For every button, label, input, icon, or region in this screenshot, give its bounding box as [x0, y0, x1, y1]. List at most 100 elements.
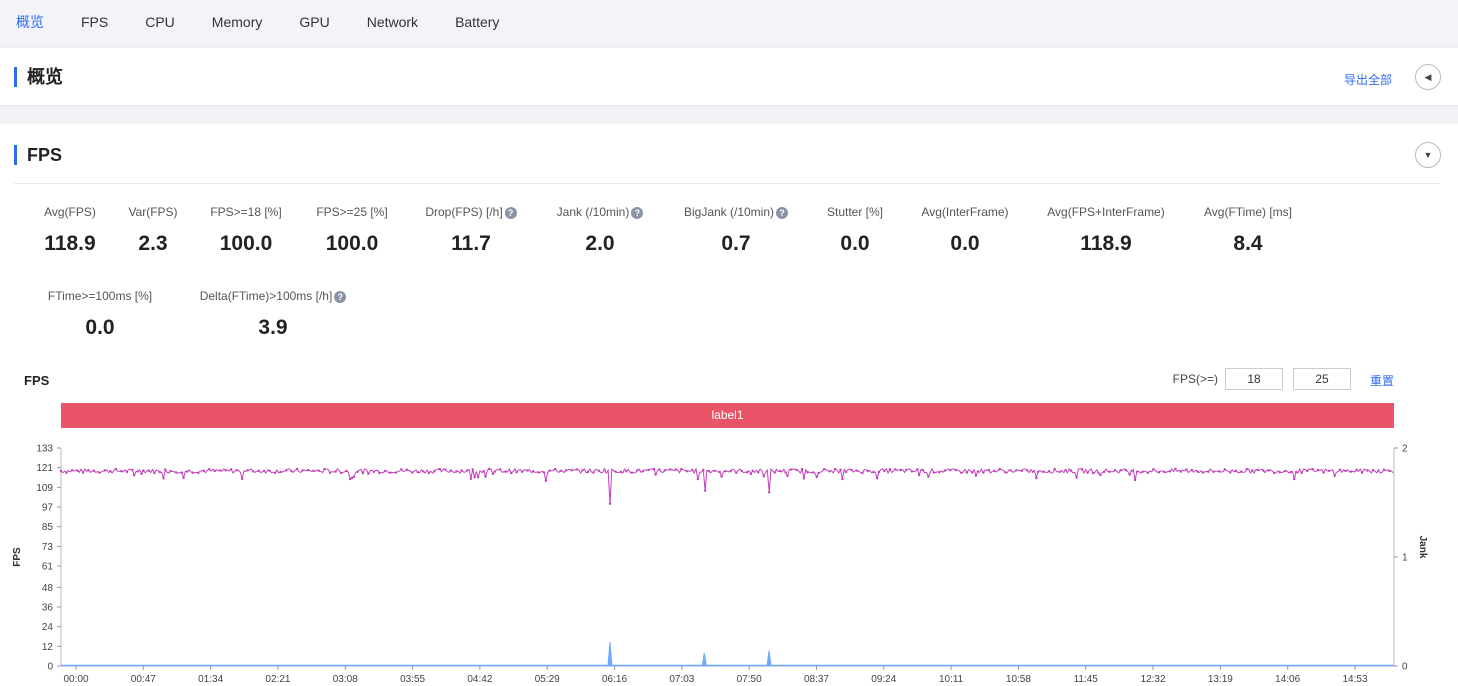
fps-point — [713, 469, 716, 472]
fps-point — [778, 469, 782, 473]
fps-point — [510, 471, 513, 475]
fps-point — [542, 471, 546, 474]
tab-network[interactable]: Network — [366, 14, 419, 30]
collapse-button[interactable]: ◀ — [1415, 64, 1441, 90]
fps-point — [855, 469, 859, 472]
fps-point — [262, 469, 266, 473]
fps-point — [729, 469, 732, 473]
x-tick-label: 00:47 — [131, 674, 156, 685]
fps-point — [142, 469, 145, 472]
fps-point — [1212, 470, 1216, 473]
fps-point — [1135, 470, 1139, 473]
fps-point — [570, 469, 573, 472]
metric-label-text: Avg(FTime) [ms] — [1203, 205, 1292, 219]
fps-point — [839, 468, 842, 471]
fps-point — [1218, 470, 1221, 473]
fps-point — [241, 477, 244, 481]
fps-point — [1327, 469, 1331, 472]
question-circle-icon[interactable]: ? — [776, 206, 789, 219]
fps-point — [850, 468, 853, 472]
fps-point — [422, 470, 425, 473]
tab-gpu[interactable]: GPU — [299, 14, 330, 30]
fps-point — [268, 469, 271, 472]
fps-point — [1273, 471, 1276, 475]
question-circle-icon[interactable]: ? — [504, 206, 517, 219]
fps-point — [180, 471, 183, 474]
fps-point — [1278, 471, 1281, 474]
fps-point — [411, 471, 414, 474]
fps-point — [702, 468, 705, 472]
expand-button[interactable]: ▼ — [1415, 142, 1441, 168]
metric-value: 100.0 — [325, 232, 379, 255]
metric-label: Jank (/10min)? — [520, 205, 680, 219]
fps-threshold-input-2[interactable] — [1293, 368, 1351, 390]
metric-ftime-100ms: FTime>=100ms [%] 0.0 — [20, 289, 180, 340]
fps-point — [1108, 470, 1111, 473]
fps-point — [348, 477, 352, 481]
fps-point — [389, 471, 392, 474]
fps-point — [800, 467, 804, 471]
fps-point — [1240, 470, 1243, 473]
fps-point — [718, 470, 721, 474]
fps-point — [460, 469, 463, 472]
fps-point — [131, 468, 134, 472]
fps-point — [789, 468, 793, 471]
reset-link[interactable]: 重置 — [1369, 374, 1394, 388]
metric-value: 0.7 — [721, 232, 751, 255]
question-circle-icon[interactable]: ? — [334, 290, 347, 303]
fps-point — [427, 471, 430, 475]
fps-point — [208, 468, 211, 471]
fps-point — [625, 470, 628, 473]
fps-point — [1119, 469, 1122, 472]
fps-point — [1316, 468, 1320, 472]
fps-point — [603, 468, 606, 471]
tab-fps[interactable]: FPS — [81, 14, 109, 30]
tab-cpu[interactable]: CPU — [145, 14, 175, 30]
x-tick-label: 14:53 — [1342, 674, 1367, 685]
tab-memory[interactable]: Memory — [211, 14, 263, 30]
tab-概览[interactable]: 概览 — [16, 14, 44, 30]
fps-point — [1031, 470, 1034, 473]
metric-label-text: Avg(FPS+InterFrame) — [1047, 205, 1165, 219]
fps-point — [449, 469, 452, 472]
metric-label: FPS>=25 [%] — [272, 205, 432, 219]
metric-fps-18: FPS>=18 [%] 100.0 — [166, 205, 326, 256]
fps-point — [564, 469, 568, 472]
question-circle-icon[interactable]: ? — [631, 206, 644, 219]
fps-point — [120, 470, 123, 473]
fps-point — [70, 469, 74, 472]
fps-point — [1382, 468, 1386, 471]
fps-point — [918, 473, 921, 477]
export-all-link[interactable]: 导出全部 — [1343, 73, 1392, 87]
fps-point — [875, 477, 879, 480]
fps-point — [1366, 469, 1369, 472]
fps-point — [251, 470, 255, 473]
fps-point — [1251, 469, 1254, 472]
fps-point — [1130, 470, 1133, 473]
fps-point — [109, 470, 112, 473]
fps-point — [312, 469, 315, 472]
fps-point — [1201, 471, 1205, 474]
y-axis-label: FPS — [12, 547, 23, 567]
metric-value: 0.0 — [950, 232, 980, 255]
fps-point — [786, 474, 789, 478]
metric-label-text: FTime>=100ms [%] — [47, 289, 153, 303]
label-bar[interactable]: label1 — [61, 403, 1394, 428]
fps-point — [1223, 468, 1227, 471]
fps-point — [164, 468, 167, 471]
fps-point — [927, 475, 930, 478]
fps-threshold-input-1[interactable] — [1225, 368, 1283, 390]
top-nav: 概览 FPS CPU Memory GPU Network Battery — [0, 0, 1458, 44]
fps-point — [1196, 470, 1199, 473]
x-tick-label: 09:24 — [871, 674, 896, 685]
y-tick-label: 109 — [36, 483, 53, 494]
fps-point — [544, 479, 548, 482]
fps-point — [773, 471, 776, 474]
tab-battery[interactable]: Battery — [455, 14, 500, 30]
y-tick-label: 73 — [42, 542, 54, 553]
fps-point — [147, 469, 150, 472]
fps-point — [1042, 470, 1045, 473]
fps-point — [230, 468, 233, 471]
fps-point — [306, 468, 310, 472]
